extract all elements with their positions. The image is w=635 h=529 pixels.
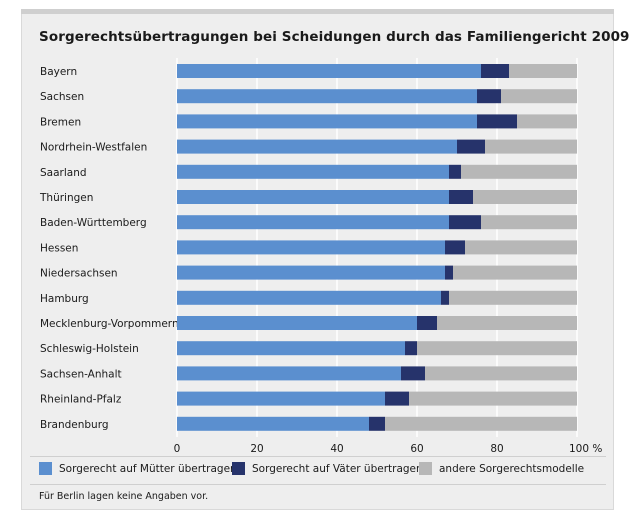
category-label: Hessen (40, 242, 78, 254)
bar-segment-fathers (369, 416, 385, 431)
bar-segment-fathers (457, 139, 485, 154)
bar-segment-fathers (445, 240, 465, 255)
legend-swatch-mothers (39, 462, 52, 475)
bar-segment-other (465, 240, 577, 255)
bar-segment-fathers (385, 391, 409, 406)
x-tick-label: 100 % (569, 443, 602, 455)
bar-segment-mothers (177, 114, 477, 129)
bar-segment-mothers (177, 139, 457, 154)
category-label: Schleswig-Holstein (40, 343, 139, 355)
bar-segment-fathers (477, 114, 517, 129)
legend-item-fathers: Sorgerecht auf Väter übertragen (232, 462, 423, 475)
bar-segment-mothers (177, 265, 445, 280)
bar-segment-mothers (177, 290, 441, 305)
bar-segment-fathers (417, 316, 437, 330)
legend-item-other: andere Sorgerechtsmodelle (419, 462, 584, 475)
category-label: Bayern (40, 66, 77, 78)
category-label: Nordrhein-Westfalen (40, 142, 147, 154)
bar-segment-other (517, 114, 577, 129)
category-labels: Bayern Sachsen Bremen Nordrhein-Westfalen Sa… (39, 66, 179, 431)
bar-segment-mothers (177, 341, 405, 356)
x-tick-label: 0 (174, 443, 181, 455)
category-label: Sachsen-Anhalt (40, 368, 122, 380)
bar-segment-mothers (177, 64, 481, 78)
category-label: Brandenburg (40, 419, 109, 431)
bar-segment-fathers (449, 164, 461, 179)
legend-label-mothers: Sorgerecht auf Mütter übertragen (59, 462, 237, 475)
bar-segment-mothers (177, 240, 445, 255)
bar-segment-other (385, 416, 577, 431)
bar-segment-fathers (405, 341, 417, 356)
x-axis-ticks: 0 20 40 60 80 100 % (174, 443, 603, 455)
bar-segment-other (417, 341, 577, 356)
category-label: Hamburg (40, 293, 89, 305)
bar-segment-fathers (401, 366, 425, 381)
category-label: Niedersachsen (40, 268, 118, 280)
category-label: Rheinland-Pfalz (40, 394, 122, 406)
category-label: Thüringen (39, 192, 93, 204)
bar-segment-mothers (177, 366, 401, 381)
bars (177, 64, 577, 431)
bar-segment-other (449, 290, 577, 305)
bar-segment-other (409, 391, 577, 406)
category-label: Mecklenburg-Vorpommern (40, 318, 179, 330)
x-tick-label: 20 (250, 443, 263, 455)
bar-segment-mothers (177, 89, 477, 104)
bar-segment-other (501, 89, 577, 104)
frame-top-bar (21, 9, 614, 14)
chart-title: Sorgerechtsübertragungen bei Scheidungen… (39, 29, 630, 45)
bar-segment-fathers (477, 89, 501, 104)
bar-segment-fathers (449, 215, 481, 230)
bar-segment-fathers (441, 290, 449, 305)
bar-segment-other (453, 265, 577, 280)
bar-segment-other (461, 164, 577, 179)
category-label: Baden-Württemberg (40, 217, 147, 229)
bar-segment-mothers (177, 316, 417, 330)
bar-segment-other (509, 64, 577, 78)
bar-segment-fathers (481, 64, 509, 78)
legend-divider-top (30, 456, 606, 457)
bar-segment-other (473, 190, 577, 204)
category-label: Sachsen (40, 91, 84, 103)
bar-segment-mothers (177, 164, 449, 179)
legend-swatch-other (419, 462, 432, 475)
bar-segment-mothers (177, 190, 449, 204)
legend-swatch-fathers (232, 462, 245, 475)
legend-label-fathers: Sorgerecht auf Väter übertragen (252, 462, 423, 475)
bar-segment-mothers (177, 391, 385, 406)
bar-segment-other (481, 215, 577, 230)
footnote: Für Berlin lagen keine Angaben vor. (39, 491, 209, 502)
legend-item-mothers: Sorgerecht auf Mütter übertragen (39, 462, 237, 475)
category-label: Bremen (40, 116, 81, 128)
x-tick-label: 60 (410, 443, 423, 455)
bar-segment-other (485, 139, 577, 154)
bar-segment-mothers (177, 215, 449, 230)
bar-segment-other (437, 316, 577, 330)
bar-segment-fathers (449, 190, 473, 204)
note-divider (30, 484, 606, 485)
legend-label-other: andere Sorgerechtsmodelle (439, 462, 585, 475)
bar-segment-mothers (177, 416, 369, 431)
bar-segment-other (425, 366, 577, 381)
x-tick-label: 80 (490, 443, 503, 455)
category-label: Saarland (40, 167, 87, 179)
x-tick-label: 40 (330, 443, 343, 455)
bar-segment-fathers (445, 265, 453, 280)
